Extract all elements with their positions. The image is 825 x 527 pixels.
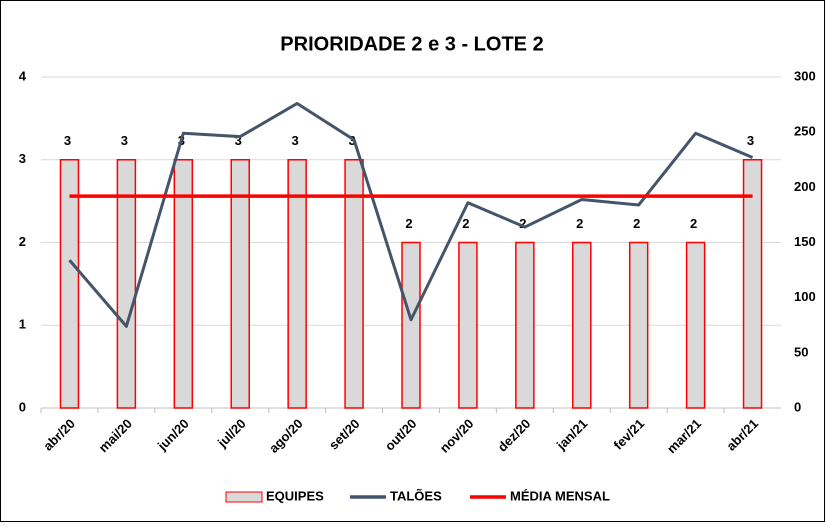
y-tick-label: 2 — [19, 234, 26, 249]
legend: EQUIPES TALÕES MÉDIA MENSAL — [225, 488, 610, 503]
y2-tick-label: 100 — [794, 289, 816, 304]
data-label: 2 — [462, 216, 469, 231]
y-tick-label: 4 — [19, 68, 27, 83]
y2-tick-label: 0 — [794, 399, 801, 414]
data-label: 2 — [519, 216, 526, 231]
y2-tick-label: 50 — [794, 344, 808, 359]
bar — [742, 159, 763, 409]
y2-tick-label: 300 — [794, 68, 816, 83]
data-label: 3 — [292, 133, 299, 148]
y2-tick-label: 200 — [794, 179, 816, 194]
legend-label: MÉDIA MENSAL — [510, 488, 610, 503]
line-series — [68, 101, 754, 328]
bar — [685, 241, 706, 409]
data-label: 3 — [747, 133, 754, 148]
bar — [401, 241, 421, 409]
legend-label: TALÕES — [390, 488, 442, 503]
data-label: 2 — [690, 216, 697, 231]
legend-label: EQUIPES — [266, 488, 324, 503]
bar — [515, 241, 535, 409]
bar — [230, 159, 250, 409]
bar — [572, 241, 592, 409]
bar — [628, 241, 649, 409]
chart-title: PRIORIDADE 2 e 3 - LOTE 2 — [280, 33, 543, 55]
data-label: 2 — [633, 216, 640, 231]
y-tick-label: 3 — [19, 151, 26, 166]
bar — [173, 159, 194, 409]
bar — [344, 159, 364, 409]
data-label: 3 — [235, 133, 242, 148]
data-label: 3 — [348, 133, 355, 148]
y-tick-label: 0 — [19, 399, 26, 414]
data-label: 2 — [405, 216, 412, 231]
bar — [116, 159, 137, 409]
legend-swatch — [225, 491, 263, 503]
y2-tick-label: 250 — [794, 124, 816, 139]
y-tick-label: 1 — [19, 317, 26, 332]
data-label: 3 — [64, 133, 71, 148]
data-label: 2 — [576, 216, 583, 231]
bar — [287, 159, 307, 409]
bar — [458, 241, 478, 409]
data-label: 3 — [121, 133, 128, 148]
y2-tick-label: 150 — [794, 234, 816, 249]
bar — [59, 159, 80, 409]
